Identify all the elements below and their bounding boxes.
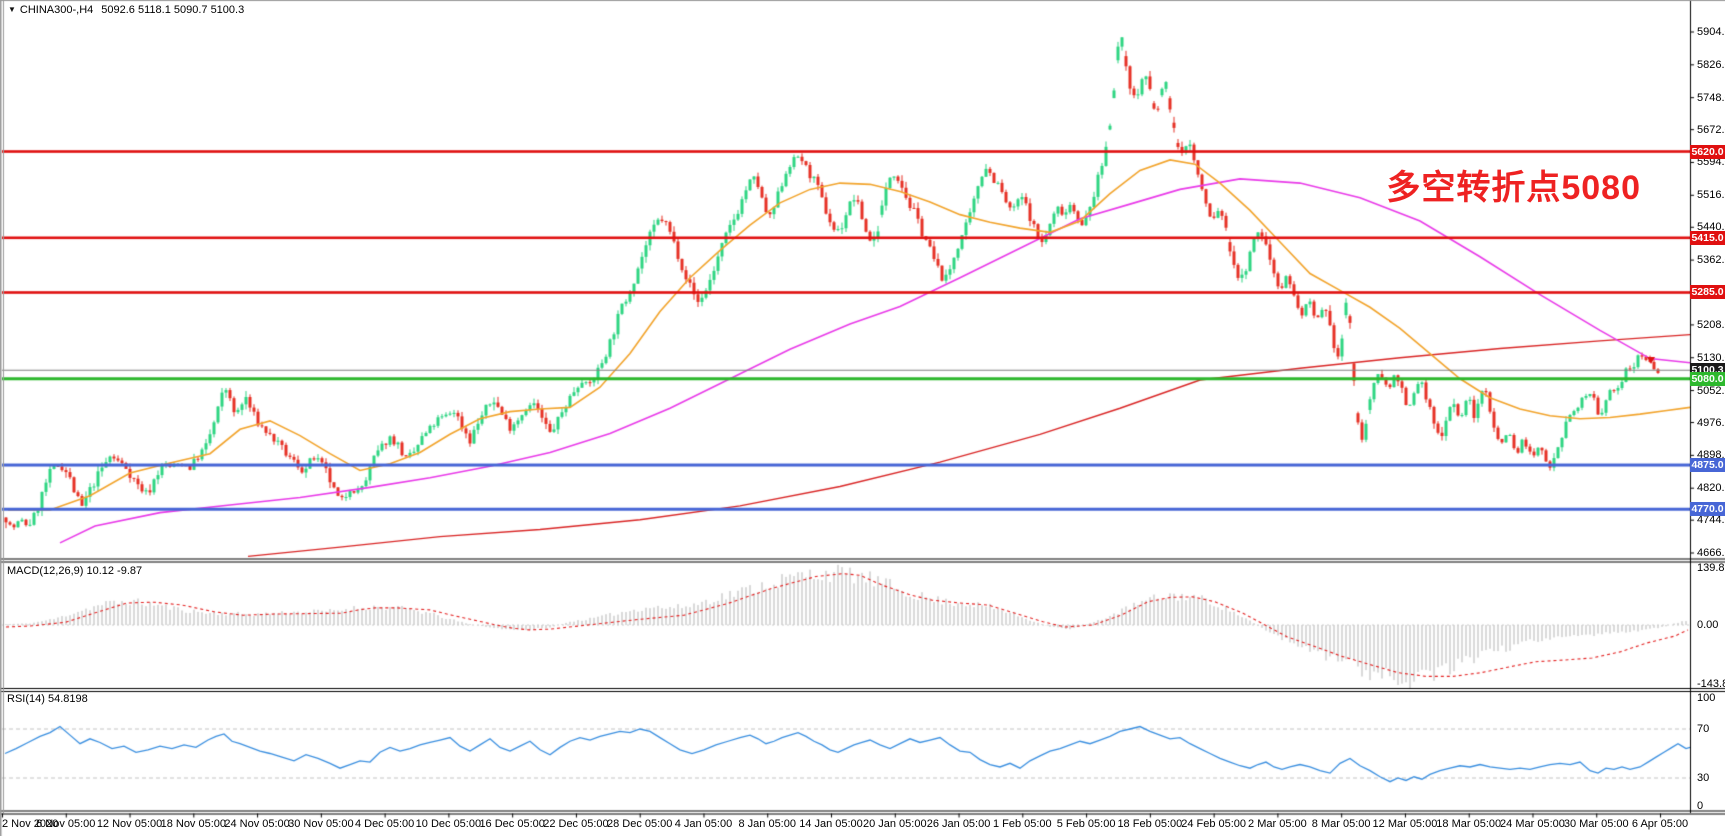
price-tick-label: 4976.0 (1697, 416, 1725, 429)
indicator-scale-label: 70 (1697, 723, 1710, 735)
indicator-scale-label: -143.82 (1697, 677, 1725, 690)
price-tick-label: 5672.0 (1697, 123, 1725, 136)
time-axis-label: 24 Feb 05:00 (1181, 818, 1247, 830)
time-axis-label: 30 Nov 05:00 (288, 818, 354, 830)
indicator-scale-label: 139.86 (1697, 562, 1725, 574)
time-axis-label: 2 Nov 2020 (2, 818, 59, 830)
time-axis-label: 18 Nov 05:00 (160, 818, 227, 830)
rsi-indicator-label: RSI(14) 54.8198 (7, 693, 88, 705)
indicator-scale-label: 0.00 (1697, 619, 1719, 631)
time-axis-label: 16 Dec 05:00 (479, 818, 545, 830)
indicator-scale-label: 100 (1697, 692, 1716, 704)
indicator-scale-label: 0 (1697, 800, 1704, 812)
price-tick-label: 5052.0 (1697, 384, 1725, 397)
time-axis-label: 4 Dec 05:00 (354, 818, 415, 830)
price-tick-label: 5594.0 (1697, 156, 1725, 169)
time-axis-label: 20 Jan 05:00 (862, 818, 927, 830)
time-axis-label: 1 Feb 05:00 (992, 818, 1052, 830)
time-axis-label: 22 Dec 05:00 (543, 818, 609, 830)
price-tick-label: 4666.0 (1697, 546, 1725, 559)
time-axis-label: 8 Mar 05:00 (1311, 818, 1371, 830)
price-tick-label: 5208.0 (1697, 318, 1725, 331)
symbol-period-label: CHINA300-,H4 (19, 4, 94, 16)
price-tick-label: 5362.0 (1697, 254, 1725, 267)
price-tick-label: 5748.0 (1697, 91, 1725, 104)
time-axis-label: 2 Mar 05:00 (1248, 818, 1307, 830)
price-tick-label: 4744.0 (1697, 514, 1725, 527)
price-tick-label: 5904.0 (1697, 26, 1725, 38)
ohlc-values: 5092.6 5118.1 5090.7 5100.3 (101, 4, 245, 16)
time-axis-label: 6 Apr 05:00 (1631, 818, 1689, 830)
time-axis-label: 6 Nov 05:00 (36, 818, 96, 830)
time-axis-label: 24 Mar 05:00 (1500, 818, 1565, 830)
price-tag: 5620.0 (1690, 144, 1725, 159)
time-axis-label: 26 Jan 05:00 (926, 818, 991, 830)
time-axis-label: 28 Dec 05:00 (606, 818, 673, 830)
time-axis-label: 18 Mar 05:00 (1436, 818, 1502, 830)
price-tag: 5285.0 (1690, 285, 1725, 300)
time-axis-label: 4 Jan 05:00 (674, 818, 733, 830)
macd-indicator-label: MACD(12,26,9) 10.12 -9.87 (7, 565, 143, 577)
price-tag: 4875.0 (1690, 458, 1725, 473)
time-axis-label: 12 Mar 05:00 (1372, 818, 1438, 830)
time-axis-label: 30 Mar 05:00 (1563, 818, 1629, 830)
chevron-down-icon[interactable]: ▼ (8, 5, 16, 14)
time-axis-label: 24 Nov 05:00 (224, 818, 290, 830)
price-tick-label: 5130.0 (1697, 351, 1725, 364)
time-axis-label: 8 Jan 05:00 (738, 818, 796, 830)
time-axis-label: 18 Feb 05:00 (1117, 818, 1183, 830)
trend-annotation-text[interactable]: 多空转折点5080 (1386, 169, 1641, 207)
indicator-scale-label: 30 (1697, 772, 1710, 784)
time-axis-label: 14 Jan 05:00 (799, 818, 863, 830)
price-tag: 5080.0 (1690, 371, 1725, 386)
price-tag: 5415.0 (1690, 230, 1725, 245)
symbol-header: ▼ CHINA300-,H4 5092.6 5118.1 5090.7 5100.3 (8, 4, 244, 16)
price-tick-label: 5516.0 (1697, 189, 1725, 202)
price-tick-label: 4820.0 (1697, 482, 1725, 495)
price-tick-label: 5440.0 (1697, 221, 1725, 234)
time-axis-label: 10 Dec 05:00 (415, 818, 482, 830)
price-tick-label: 5826.0 (1697, 58, 1725, 71)
time-axis-label: 12 Nov 05:00 (96, 818, 163, 830)
price-tag: 4770.0 (1690, 502, 1725, 517)
time-axis-label: 5 Feb 05:00 (1056, 818, 1116, 830)
